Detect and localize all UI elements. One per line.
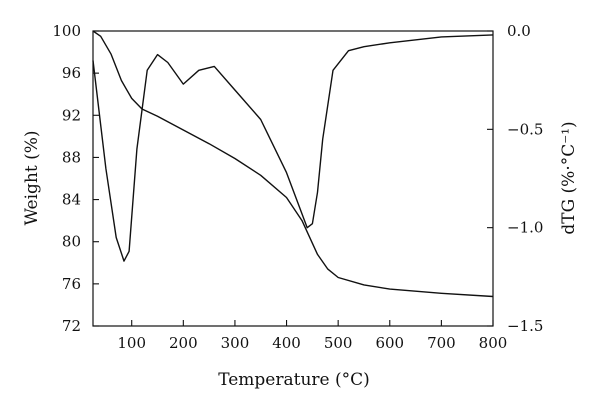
plot-frame [92, 30, 494, 327]
x-axis-title: Temperature (°C) [218, 370, 370, 390]
y-right-tick-label: −1.5 [507, 317, 543, 335]
series-group [92, 30, 494, 298]
y-right-tick-label: −1.0 [507, 219, 543, 237]
y-axis-right: 0.0 −0.5 −1.0 −1.5 [487, 22, 543, 335]
x-tick-label: 500 [324, 334, 353, 352]
y-left-tick-label: 88 [62, 148, 81, 166]
y-right-tick-label: −0.5 [507, 120, 543, 138]
x-tick-label: 700 [427, 334, 456, 352]
x-tick-label: 600 [375, 334, 404, 352]
y-left-tick-label: 92 [62, 106, 81, 124]
x-tick-label: 400 [272, 334, 301, 352]
y-left-tick-label: 80 [62, 233, 81, 251]
plot-border [92, 30, 494, 327]
y-axis-right-title: dTG (%·°C⁻¹) [559, 121, 579, 234]
y-left-tick-label: 84 [62, 191, 81, 209]
y-left-tick-label: 100 [52, 22, 81, 40]
x-axis: 100 200 300 400 500 600 700 800 [117, 320, 507, 352]
x-tick-label: 200 [169, 334, 198, 352]
y-left-tick-label: 72 [62, 317, 81, 335]
y-left-tick-label: 96 [62, 64, 81, 82]
dtg-curve [92, 34, 494, 262]
y-axis-left-title: Weight (%) [22, 130, 42, 225]
weight-curve [92, 30, 494, 298]
y-left-tick-label: 76 [62, 275, 81, 293]
x-tick-label: 800 [479, 334, 508, 352]
y-right-tick-label: 0.0 [507, 22, 531, 40]
x-tick-label: 300 [221, 334, 250, 352]
x-tick-label: 100 [117, 334, 146, 352]
y-axis-left: 72 76 80 84 88 92 96 100 [52, 22, 99, 335]
